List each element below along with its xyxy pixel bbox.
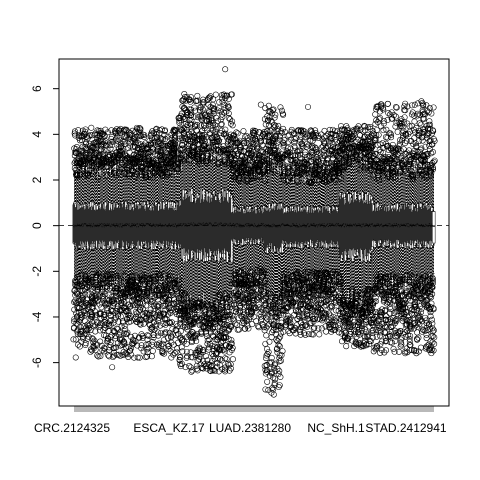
outlier-point [82, 154, 89, 161]
outlier-point [91, 337, 98, 344]
outlier-point [103, 285, 110, 292]
outlier-point [94, 283, 101, 290]
outlier-point [101, 139, 108, 146]
outlier-point [107, 145, 114, 152]
outlier-point [82, 172, 89, 179]
outlier-point [76, 283, 83, 290]
outlier-point [101, 345, 108, 352]
outlier-point [107, 339, 114, 346]
outlier-point [84, 326, 91, 333]
outlier-point [79, 291, 86, 298]
outlier-point [106, 142, 113, 149]
outlier-point [82, 340, 89, 347]
outlier-point [108, 138, 115, 145]
outlier-point [75, 282, 82, 289]
outlier-point [92, 328, 99, 335]
outlier-point [75, 291, 82, 298]
outlier-point [89, 336, 96, 343]
outlier-point [104, 129, 111, 136]
outlier-point [86, 278, 93, 285]
outlier-point [89, 132, 96, 139]
outlier-point [72, 336, 79, 343]
outlier-point [109, 141, 116, 148]
outlier-point [89, 313, 96, 320]
outlier-point [78, 338, 85, 345]
outlier-point [102, 138, 109, 145]
outlier-point [79, 304, 86, 311]
outlier-point [106, 353, 113, 360]
outlier-point [90, 345, 97, 352]
outlier-point [89, 322, 96, 329]
outlier-point [93, 294, 100, 301]
outlier-point [108, 279, 115, 286]
outlier-point [75, 127, 82, 134]
outlier-point [71, 128, 78, 135]
outlier-point [97, 320, 104, 327]
outlier-point [97, 353, 104, 360]
outlier-point [76, 305, 83, 312]
outlier-point [79, 328, 86, 335]
outlier-point [78, 271, 85, 278]
outlier-point [70, 336, 77, 343]
outlier-point [110, 354, 117, 361]
outlier-point [95, 353, 102, 360]
outlier-point [88, 124, 95, 131]
outlier-point [91, 169, 98, 176]
outlier-point [77, 280, 84, 287]
outlier-point [104, 335, 111, 342]
outlier-point [100, 296, 107, 303]
outlier-point [101, 132, 108, 139]
outlier-point [95, 293, 102, 300]
outlier-point [82, 126, 89, 133]
outlier-point [83, 170, 90, 177]
outlier-point [104, 163, 111, 170]
outlier-point [94, 320, 101, 327]
outlier-point [80, 335, 87, 342]
outlier-point [77, 327, 84, 334]
outlier-point [110, 138, 117, 145]
outlier-point [94, 352, 101, 359]
outlier-point [103, 142, 110, 149]
outlier-point [102, 291, 109, 298]
outlier-point [84, 165, 91, 172]
outlier-point [96, 323, 103, 330]
outlier-point [72, 354, 79, 361]
outlier-point [82, 307, 89, 314]
outlier-point [97, 338, 104, 345]
outlier-point [98, 289, 105, 296]
outlier-point [85, 303, 92, 310]
outlier-point [79, 150, 86, 157]
outlier-point [92, 346, 99, 353]
outlier-point [86, 133, 93, 140]
outlier-point [71, 160, 78, 167]
outlier-point [85, 322, 92, 329]
outlier-point [87, 348, 94, 355]
outlier-point [106, 346, 113, 353]
outlier-point [83, 133, 90, 140]
outlier-point [80, 287, 87, 294]
outlier-point [75, 341, 82, 348]
outlier-point [91, 308, 98, 315]
outlier-point [96, 327, 103, 334]
outlier-point [99, 286, 106, 293]
